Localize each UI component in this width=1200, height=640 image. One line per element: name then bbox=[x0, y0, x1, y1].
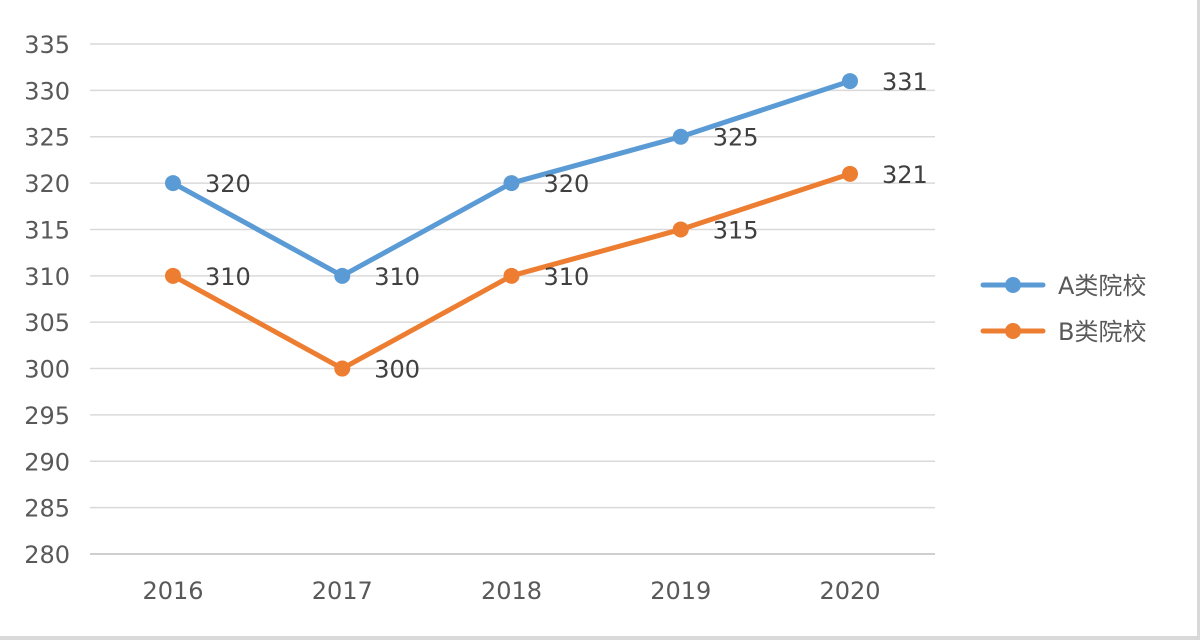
legend-swatch-marker bbox=[1005, 323, 1021, 339]
data-point bbox=[165, 267, 181, 284]
y-tick-label: 300 bbox=[24, 356, 70, 384]
y-tick-label: 320 bbox=[24, 170, 70, 198]
data-point bbox=[842, 165, 858, 182]
y-tick-label: 325 bbox=[24, 124, 70, 152]
data-point bbox=[165, 175, 181, 192]
y-axis-ticks: 280 285 290 295 300 305 310 315 320 325 330 335 bbox=[24, 31, 70, 569]
data-point bbox=[503, 175, 520, 192]
data-label: 320 bbox=[544, 170, 590, 198]
y-tick-label: 305 bbox=[24, 309, 70, 337]
data-label: 300 bbox=[374, 356, 420, 384]
data-label: 321 bbox=[882, 161, 928, 189]
data-label: 320 bbox=[205, 170, 251, 198]
data-point bbox=[503, 267, 520, 284]
legend-swatch-marker bbox=[1005, 277, 1021, 293]
legend-label: A类院校 bbox=[1058, 272, 1146, 300]
y-tick-label: 335 bbox=[24, 31, 70, 59]
x-tick-label: 2019 bbox=[650, 577, 711, 605]
x-tick-label: 2020 bbox=[819, 577, 880, 605]
data-point bbox=[334, 267, 351, 284]
legend-label: B类院校 bbox=[1058, 318, 1146, 346]
data-label: 310 bbox=[374, 263, 420, 291]
data-point bbox=[842, 73, 858, 90]
data-label: 325 bbox=[713, 124, 759, 152]
x-tick-label: 2017 bbox=[312, 577, 373, 605]
y-tick-label: 315 bbox=[24, 216, 70, 244]
data-labels: 320 310 320 325 331 310 300 310 315 321 bbox=[205, 68, 928, 383]
y-tick-label: 330 bbox=[24, 77, 70, 105]
y-tick-label: 280 bbox=[24, 541, 70, 569]
x-tick-label: 2016 bbox=[142, 577, 203, 605]
series-lines bbox=[165, 73, 858, 377]
y-tick-label: 290 bbox=[24, 448, 70, 476]
x-tick-label: 2018 bbox=[481, 577, 542, 605]
data-label: 315 bbox=[713, 216, 759, 244]
data-label: 310 bbox=[544, 263, 590, 291]
x-axis-ticks: 2016 2017 2018 2019 2020 bbox=[142, 577, 880, 605]
data-point bbox=[672, 221, 689, 238]
data-point bbox=[672, 128, 689, 145]
data-label: 310 bbox=[205, 263, 251, 291]
data-label: 331 bbox=[882, 68, 928, 96]
legend: A类院校 B类院校 bbox=[980, 272, 1146, 346]
data-point bbox=[334, 360, 351, 377]
y-tick-label: 285 bbox=[24, 495, 70, 523]
y-tick-label: 310 bbox=[24, 263, 70, 291]
y-tick-label: 295 bbox=[24, 402, 70, 430]
